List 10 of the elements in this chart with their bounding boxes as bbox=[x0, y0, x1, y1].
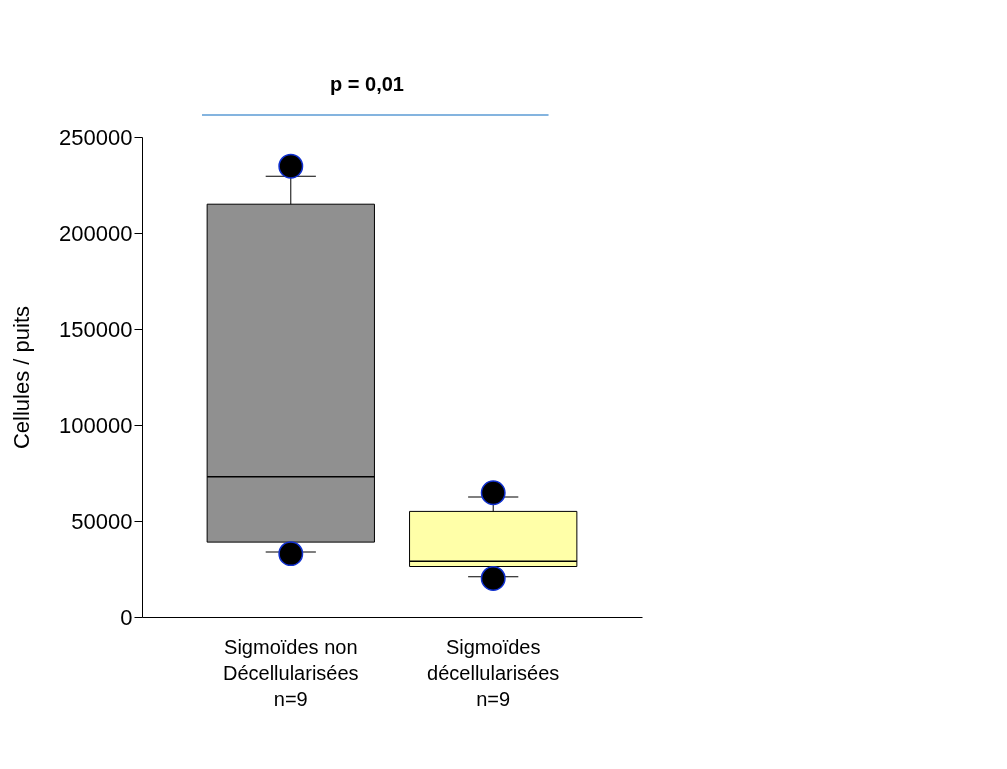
y-axis-title: Cellules / puits bbox=[9, 305, 35, 450]
text: p = 0,01 bbox=[330, 73, 404, 95]
x-tick-label: Sigmoïdes non Décellularisées n=9 bbox=[222, 635, 359, 710]
y-tick-label: 250000 bbox=[59, 124, 133, 150]
y-tick-label: 0 bbox=[120, 604, 133, 630]
y-tick-label: 100000 bbox=[59, 412, 133, 438]
y-tick-label: 200000 bbox=[59, 220, 133, 246]
y-tick-label: 50000 bbox=[71, 508, 133, 534]
x-tick-label: Sigmoïdes décellularisées n=9 bbox=[427, 635, 560, 710]
y-tick-label: 150000 bbox=[59, 316, 133, 342]
